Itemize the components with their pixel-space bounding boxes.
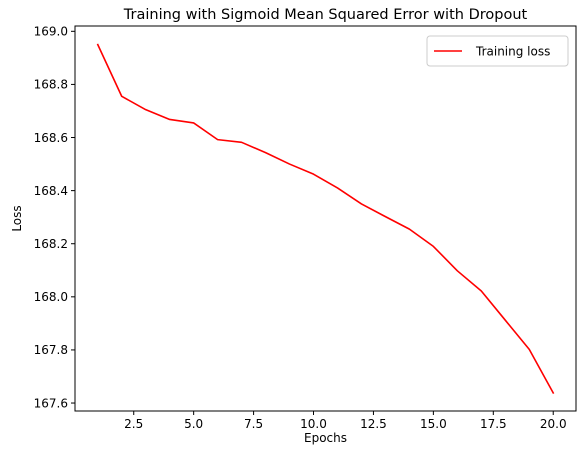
plot-background [75, 26, 576, 411]
x-tick-label: 17.5 [480, 417, 507, 431]
y-tick-label: 167.8 [34, 343, 68, 357]
legend: Training loss [426, 35, 569, 67]
x-tick-label: 12.5 [360, 417, 387, 431]
x-tick-label: 15.0 [420, 417, 447, 431]
series-layer [96, 43, 555, 395]
y-axis-label: Loss [10, 205, 24, 231]
x-tick-label: 7.5 [244, 417, 263, 431]
y-tick-label: 168.4 [34, 184, 68, 198]
series-line-training-loss [96, 43, 555, 395]
x-tick-label: 5.0 [184, 417, 203, 431]
plot-frame [74, 25, 577, 412]
x-tick-label: 2.5 [124, 417, 143, 431]
x-axis-ticks: 2.5 5.0 7.5 10.0 12.5 15.0 17.5 20.0 [124, 411, 567, 431]
y-tick-label: 168.0 [34, 290, 68, 304]
x-axis-label: Epochs [304, 431, 347, 445]
chart-title: Training with Sigmoid Mean Squared Error… [123, 7, 528, 23]
y-tick-label: 167.6 [34, 396, 68, 410]
x-tick-label: 20.0 [540, 417, 567, 431]
x-tick-label: 10.0 [300, 417, 327, 431]
y-tick-label: 168.6 [34, 131, 68, 145]
legend-series-label: Training loss [475, 45, 550, 59]
y-tick-label: 168.8 [34, 78, 68, 92]
y-tick-label: 169.0 [34, 25, 68, 39]
y-tick-label: 168.2 [34, 237, 68, 251]
y-axis-ticks: 167.6 167.8 168.0 168.2 168.4 168.6 168.8 169.0 [34, 25, 75, 410]
legend-box [426, 35, 569, 67]
